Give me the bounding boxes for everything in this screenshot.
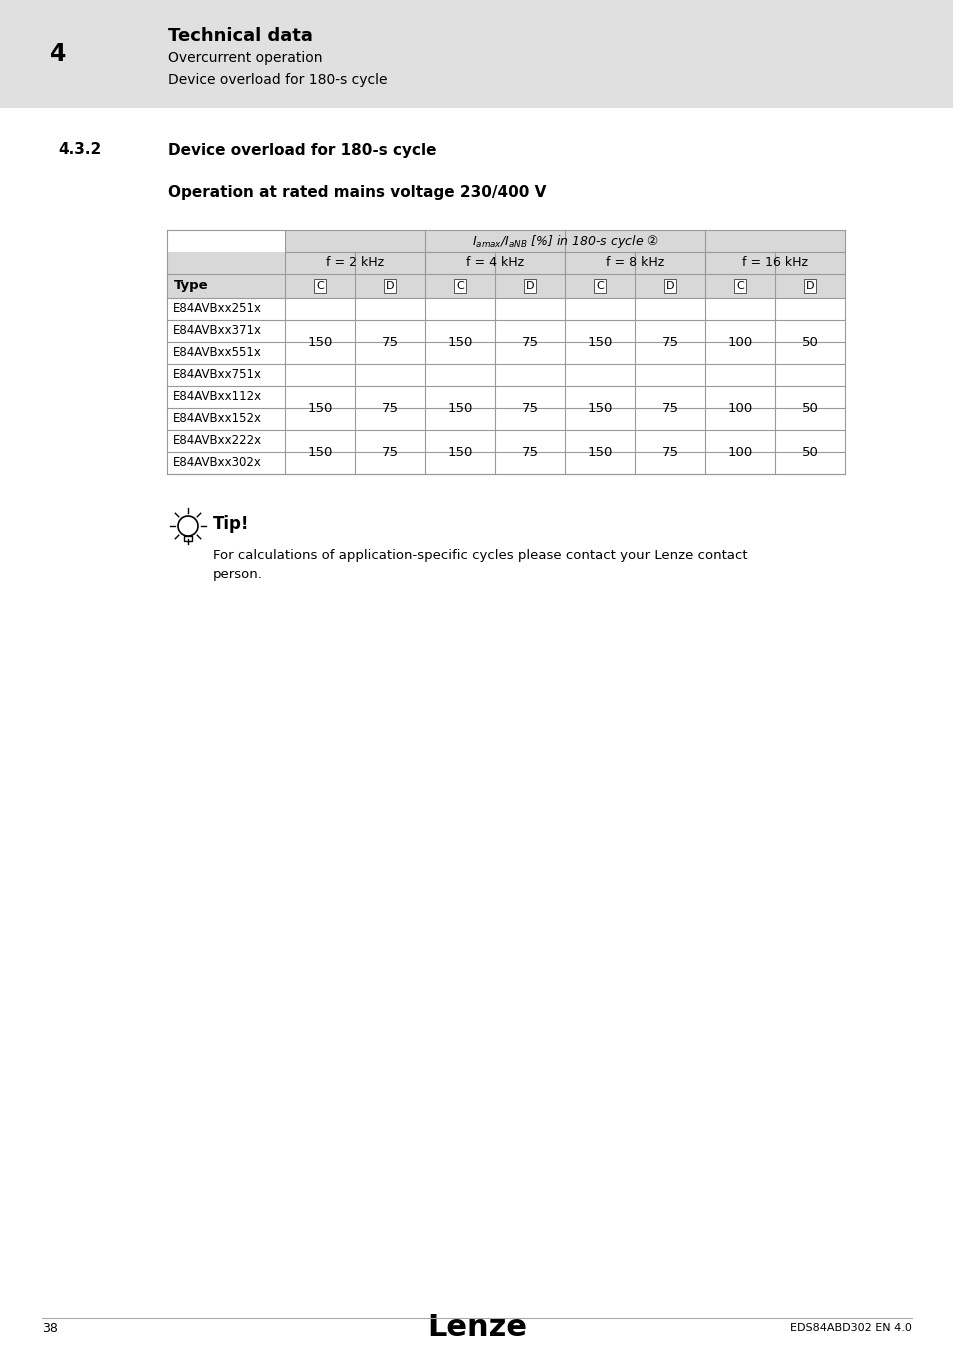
Text: 75: 75	[660, 401, 678, 414]
Text: E84AVBxx222x: E84AVBxx222x	[172, 435, 262, 447]
Text: C: C	[456, 281, 463, 292]
Text: 150: 150	[447, 401, 472, 414]
Text: Type: Type	[173, 279, 209, 293]
Bar	[167, 274, 844, 298]
Text: 150: 150	[587, 401, 612, 414]
Text: 4.3.2: 4.3.2	[58, 143, 101, 158]
Text: E84AVBxx112x: E84AVBxx112x	[172, 390, 262, 404]
Text: 150: 150	[307, 401, 333, 414]
Text: 150: 150	[587, 336, 612, 348]
Text: D: D	[385, 281, 394, 292]
Text: Device overload for 180-s cycle: Device overload for 180-s cycle	[168, 143, 436, 158]
Text: 150: 150	[307, 336, 333, 348]
Text: 150: 150	[587, 446, 612, 459]
Text: E84AVBxx152x: E84AVBxx152x	[172, 413, 262, 425]
Text: 50: 50	[801, 336, 818, 348]
Text: 75: 75	[381, 401, 398, 414]
Text: E84AVBxx371x: E84AVBxx371x	[172, 324, 262, 338]
Text: 100: 100	[726, 401, 752, 414]
Text: Technical data: Technical data	[168, 27, 313, 45]
Text: C: C	[736, 281, 743, 292]
Text: f = 2 kHz: f = 2 kHz	[326, 256, 384, 270]
Text: 75: 75	[521, 336, 537, 348]
Text: Device overload for 180-s cycle: Device overload for 180-s cycle	[168, 73, 387, 86]
Text: 75: 75	[660, 446, 678, 459]
Text: 75: 75	[381, 336, 398, 348]
Bar	[167, 252, 844, 274]
Text: 50: 50	[801, 446, 818, 459]
Text: f = 4 kHz: f = 4 kHz	[465, 256, 523, 270]
Text: 75: 75	[381, 446, 398, 459]
Text: Operation at rated mains voltage 230/400 V: Operation at rated mains voltage 230/400…	[168, 185, 546, 201]
Text: E84AVBxx551x: E84AVBxx551x	[172, 347, 262, 359]
Bar	[0, 0, 953, 108]
Text: D: D	[805, 281, 814, 292]
Text: 100: 100	[726, 446, 752, 459]
Text: f = 8 kHz: f = 8 kHz	[605, 256, 663, 270]
Text: 150: 150	[307, 446, 333, 459]
Text: 75: 75	[521, 446, 537, 459]
Text: D: D	[525, 281, 534, 292]
Text: For calculations of application-specific cycles please contact your Lenze contac: For calculations of application-specific…	[213, 549, 747, 580]
Bar	[285, 230, 844, 252]
Text: 75: 75	[521, 401, 537, 414]
Text: C: C	[315, 281, 323, 292]
Text: 150: 150	[447, 336, 472, 348]
Text: 150: 150	[447, 446, 472, 459]
Text: 100: 100	[726, 336, 752, 348]
Text: 50: 50	[801, 401, 818, 414]
Text: C: C	[596, 281, 603, 292]
Text: E84AVBxx302x: E84AVBxx302x	[172, 456, 262, 470]
Text: D: D	[665, 281, 674, 292]
Text: Lenze: Lenze	[427, 1314, 526, 1342]
Text: Tip!: Tip!	[213, 514, 250, 533]
Text: EDS84ABD302 EN 4.0: EDS84ABD302 EN 4.0	[789, 1323, 911, 1332]
Bar	[167, 230, 844, 474]
Text: 4: 4	[50, 42, 66, 66]
Text: 38: 38	[42, 1322, 58, 1335]
Text: $I_{amax}$/$I_{aNB}$ [%] in 180-s cycle ②: $I_{amax}$/$I_{aNB}$ [%] in 180-s cycle …	[471, 232, 658, 250]
Text: E84AVBxx751x: E84AVBxx751x	[172, 369, 262, 382]
Text: E84AVBxx251x: E84AVBxx251x	[172, 302, 262, 316]
Bar	[184, 536, 192, 541]
Text: f = 16 kHz: f = 16 kHz	[741, 256, 807, 270]
Text: 75: 75	[660, 336, 678, 348]
Text: Overcurrent operation: Overcurrent operation	[168, 51, 322, 65]
